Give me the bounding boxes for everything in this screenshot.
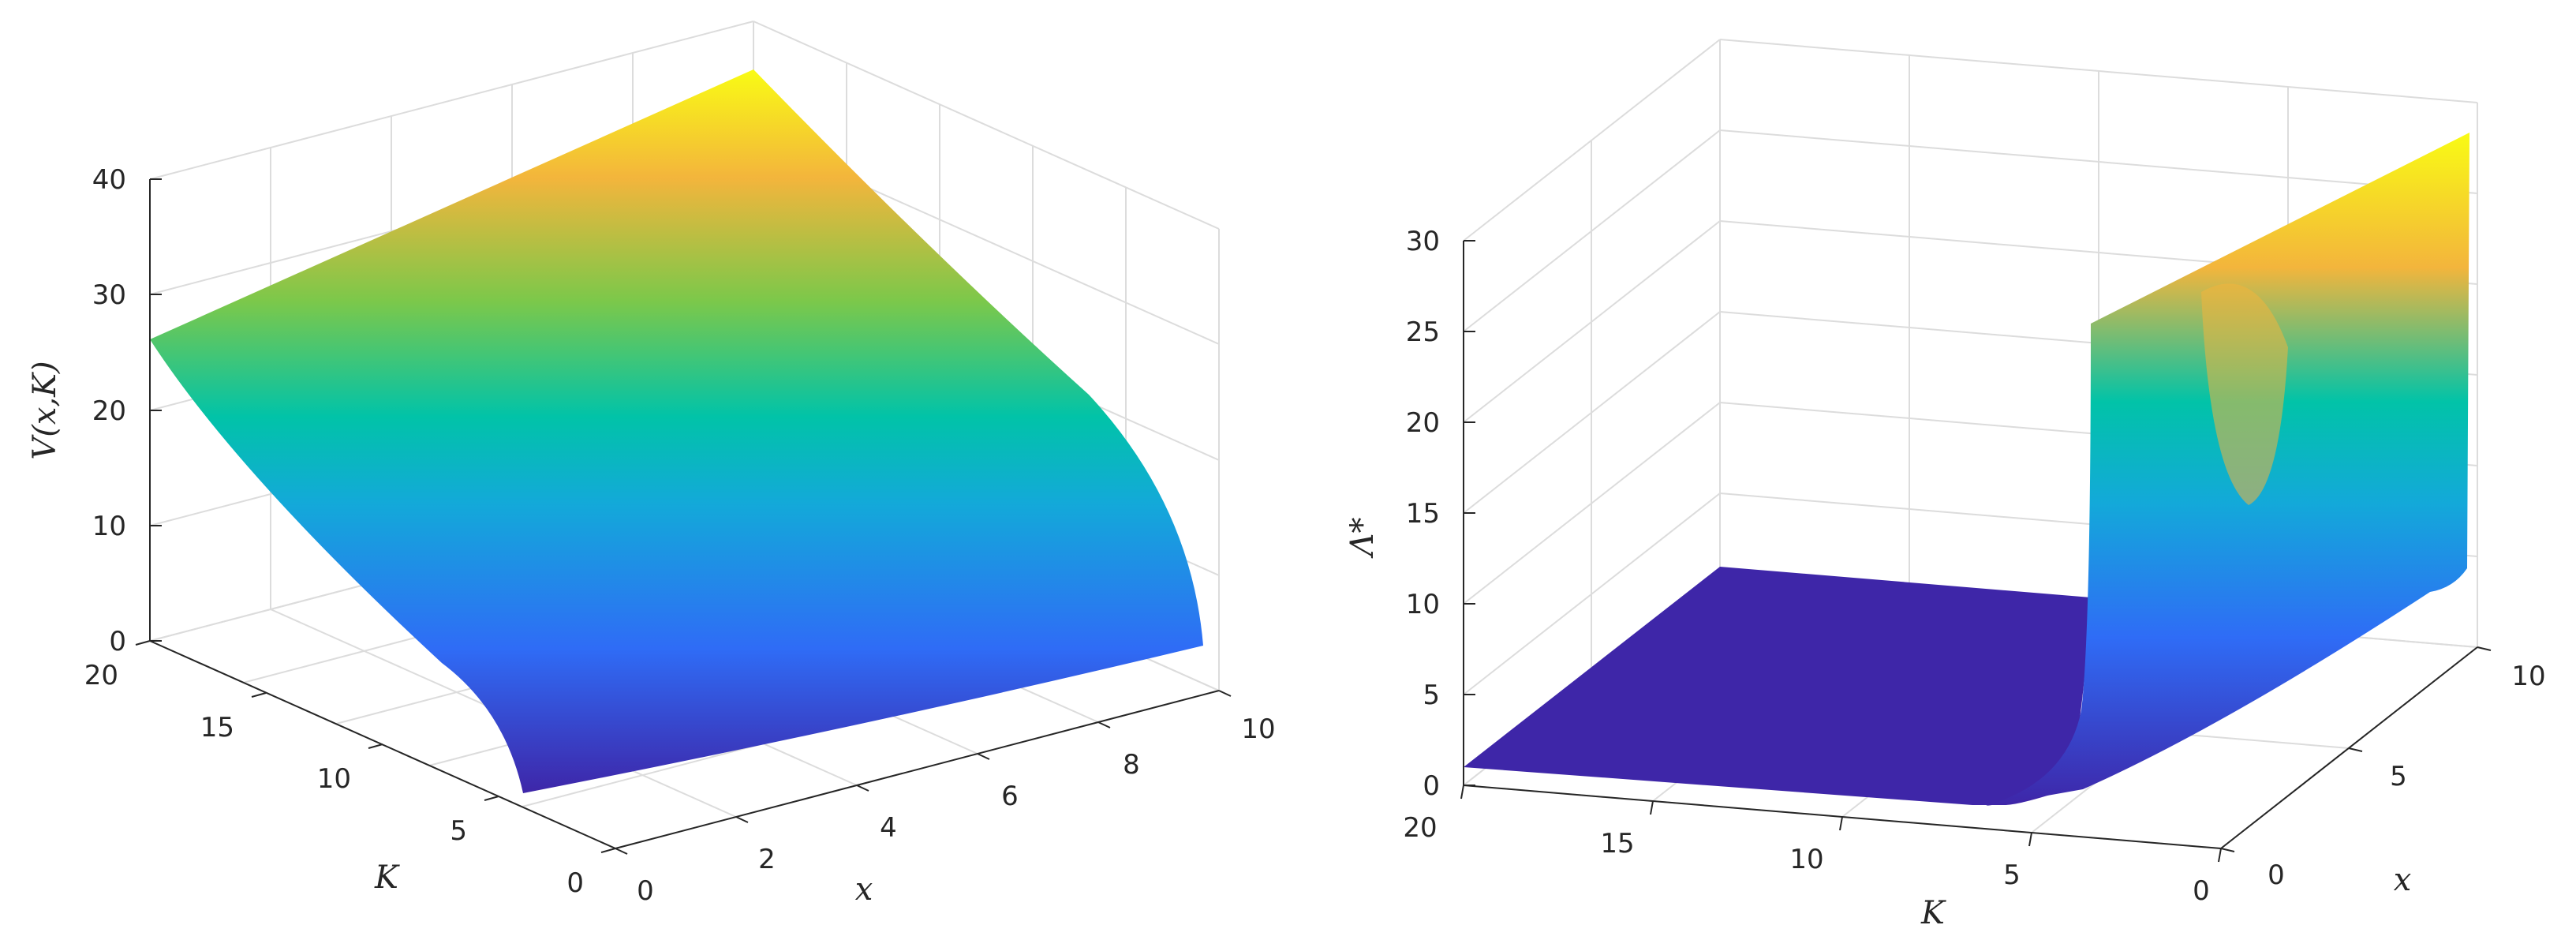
x-ticks-right: 0 5 10 [2220, 646, 2546, 891]
z-tick-right-6: 30 [1406, 226, 1440, 257]
z-tick-left-2: 20 [92, 395, 126, 427]
k-tick-left-1: 5 [450, 815, 467, 847]
z-tick-right-0: 0 [1423, 770, 1440, 802]
x-tick-right-0: 0 [2268, 859, 2285, 891]
z-tick-left-0: 0 [109, 626, 126, 657]
z-tick-left-4: 40 [92, 164, 126, 196]
z-tick-right-4: 20 [1406, 407, 1440, 439]
z-tick-right-5: 25 [1406, 316, 1440, 348]
k-tick-left-0: 0 [566, 867, 584, 899]
k-tick-right-4: 20 [1403, 812, 1437, 844]
x-tick-right-1: 5 [2390, 761, 2407, 792]
z-tick-left-1: 10 [92, 511, 126, 542]
x-tick-left-4: 8 [1123, 749, 1140, 781]
x-ticks-left: 0 2 4 6 8 10 [615, 690, 1276, 907]
k-tick-left-2: 10 [317, 763, 351, 795]
z-ticks-left: 0 10 20 30 40 [92, 164, 162, 657]
x-tick-left-0: 0 [637, 875, 654, 907]
x-tick-right-2: 10 [2511, 661, 2545, 692]
z-ticks-right: 0 5 10 15 20 25 30 [1406, 226, 1475, 802]
chart-lambda-star: 0 5 10 15 20 25 30 Λ* 0 5 10 15 20 K [1344, 39, 2546, 931]
x-axis-label-left: x [855, 871, 873, 908]
k-axis-label-left: K [374, 859, 400, 896]
chart-value-function: 0 10 20 30 40 V(x,K) 0 5 10 15 20 K [27, 21, 1276, 908]
surface-value-function [150, 69, 1203, 793]
z-axis-label-right: Λ* [1344, 518, 1381, 560]
x-axis-label-right: x [2394, 862, 2412, 898]
k-axis-label-right: K [1920, 895, 1946, 931]
z-tick-right-1: 5 [1423, 680, 1440, 711]
x-tick-left-3: 6 [1001, 781, 1019, 812]
k-tick-right-2: 10 [1789, 844, 1823, 875]
surface-lambda-dip [2201, 283, 2288, 505]
surface-lambda-flat [1464, 567, 2091, 805]
z-tick-right-2: 10 [1406, 589, 1440, 620]
z-axis-label-left: V(x,K) [27, 361, 63, 459]
x-tick-left-2: 4 [880, 812, 897, 844]
z-tick-left-3: 30 [92, 279, 126, 311]
x-tick-left-1: 2 [758, 844, 776, 875]
k-ticks-left: 0 5 10 15 20 [84, 640, 616, 899]
k-tick-left-3: 15 [200, 712, 234, 743]
k-tick-right-0: 0 [2193, 875, 2210, 907]
k-ticks-right: 0 5 10 15 20 [1403, 785, 2222, 907]
k-tick-left-4: 20 [84, 660, 118, 691]
x-tick-left-5: 10 [1241, 713, 1275, 745]
z-tick-right-3: 15 [1406, 498, 1440, 530]
k-tick-right-3: 15 [1600, 828, 1634, 859]
k-tick-right-1: 5 [2003, 859, 2021, 891]
